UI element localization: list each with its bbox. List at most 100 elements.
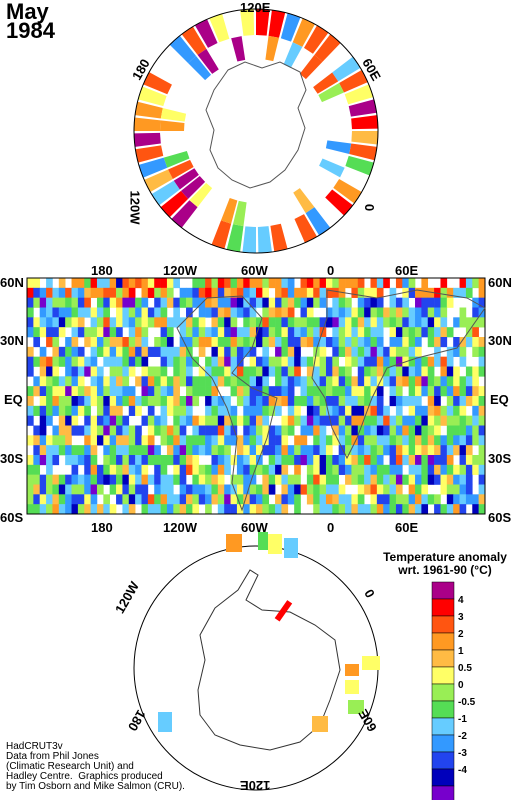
grid-cell [224,494,231,505]
grid-cell [27,455,34,466]
polar-cell [232,200,247,227]
grid-cell [116,494,123,505]
grid-cell [300,484,308,495]
grid-cell [383,278,390,289]
grid-cell [39,297,47,308]
grid-cell [211,278,219,289]
grid-cell [408,278,416,289]
grid-cell [319,278,327,289]
grid-cell [90,425,98,436]
grid-cell [186,386,193,397]
grid-cell [236,494,244,505]
grid-cell [205,376,212,387]
grid-cell [415,474,422,485]
grid-cell [179,445,187,456]
grid-cell [446,405,454,416]
sp-cell-2 [258,532,268,550]
grid-cell [313,366,320,377]
grid-cell [256,445,263,456]
grid-cell [313,356,320,367]
grid-cell [249,445,257,456]
grid-cell [186,317,193,328]
grid-cell [46,317,53,328]
grid-cell [205,504,212,515]
gl-bot-180: 180 [91,520,113,535]
grid-cell [243,405,250,416]
grid-cell [109,297,117,308]
grid-cell [268,425,276,436]
grid-cell [364,346,371,357]
grid-cell [287,366,295,377]
grid-cell [256,425,263,436]
grid-cell [427,445,435,456]
grid-cell [173,464,180,475]
grid-cell [52,435,60,446]
grid-cell [122,445,130,456]
grid-cell [389,464,397,475]
polar-cell [221,198,238,224]
grid-cell [294,405,301,416]
grid-cell [395,366,403,377]
grid-cell [376,405,384,416]
grid-cell [408,327,416,338]
grid-cell [281,484,289,495]
credit-line-4: Hadley Centre. Graphics produced [6,771,163,782]
grid-cell [243,425,250,436]
grid-cell [332,307,339,318]
grid-cell [236,504,244,515]
grid-cell [319,474,327,485]
grid-cell [179,287,187,298]
grid-cell [268,386,276,397]
grid-cell [236,415,244,426]
grid-cell [408,484,416,495]
grid-cell [128,445,136,456]
grid-cell [249,337,257,348]
grid-cell [205,445,212,456]
grid-cell [116,484,123,495]
grid-cell [33,376,41,387]
polar-cell [268,10,286,38]
grid-cell [186,376,193,387]
polar-cell [349,143,377,161]
grid-cell [84,356,91,367]
grid-cell [217,425,225,436]
grid-cell [440,317,448,328]
grid-cell [39,287,47,298]
grid-cell [52,327,60,338]
grid-cell [103,386,110,397]
polar-cell [292,18,315,47]
grid-cell [408,307,416,318]
grid-cell [319,405,327,416]
grid-cell [71,474,79,485]
grid-cell [262,287,270,298]
grid-cell [472,464,479,475]
grid-cell [236,474,244,485]
grid-cell [287,455,295,466]
grid-cell [243,484,250,495]
grid-cell [122,504,130,515]
grid-cell [84,366,91,377]
grid-cell [275,386,282,397]
grid-cell [109,278,117,289]
grid-cell [46,455,53,466]
grid-cell [243,346,250,357]
grid-cell [65,396,72,407]
grid-cell [389,484,397,495]
grid-cell [389,494,397,505]
grid-cell [345,297,352,308]
south-polar-map [133,532,380,791]
grid-cell [46,366,53,377]
grid-cell [376,366,384,377]
grid-cell [465,317,473,328]
grid-cell [268,445,276,456]
polar-cell [231,36,246,62]
grid-cell [217,327,225,338]
grid-cell [147,376,155,387]
grid-cell [90,484,98,495]
grid-cell [364,504,371,515]
grid-cell [198,435,206,446]
grid-cell [52,386,60,397]
grid-cell [217,464,225,475]
grid-cell [243,337,250,348]
grid-cell [166,445,174,456]
